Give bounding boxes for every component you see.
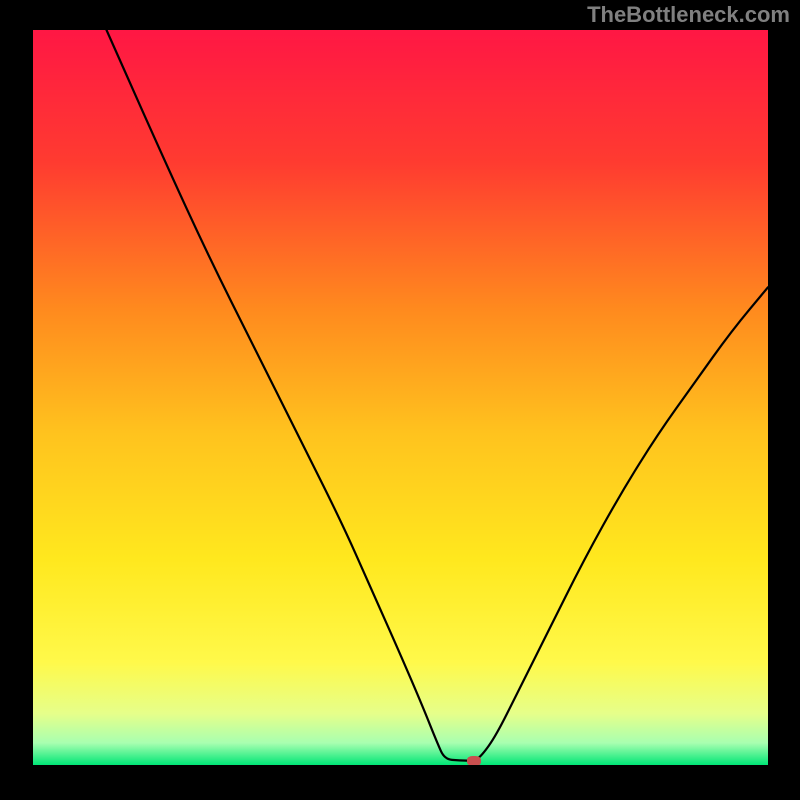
curve-minimum-marker	[467, 756, 481, 765]
watermark-text: TheBottleneck.com	[587, 2, 790, 28]
chart-container: TheBottleneck.com	[0, 0, 800, 800]
plot-area	[33, 30, 768, 765]
plot-svg	[33, 30, 768, 765]
bottleneck-curve	[107, 30, 769, 761]
